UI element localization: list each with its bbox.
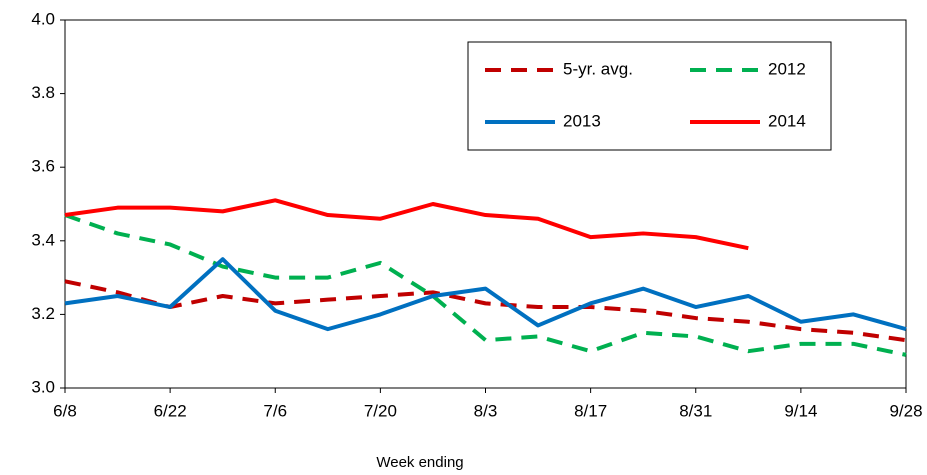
x-tick-label: 7/6 xyxy=(263,401,287,420)
y-tick-label: 3.0 xyxy=(31,377,55,396)
x-tick-label: 8/17 xyxy=(574,401,607,420)
series-line xyxy=(64,213,907,357)
series-line xyxy=(64,257,907,332)
x-tick-label: 9/14 xyxy=(784,401,817,420)
x-tick-label: 9/28 xyxy=(889,401,922,420)
y-tick-label: 3.2 xyxy=(31,304,55,323)
legend-label: 2013 xyxy=(563,111,601,130)
x-tick-label: 6/22 xyxy=(154,401,187,420)
series-line xyxy=(64,279,907,343)
x-axis-label: Week ending xyxy=(376,454,463,471)
y-tick-label: 3.6 xyxy=(31,157,55,176)
legend-label: 2012 xyxy=(768,59,806,78)
x-tick-label: 8/3 xyxy=(474,401,498,420)
x-tick-label: 8/31 xyxy=(679,401,712,420)
legend-box xyxy=(467,41,832,151)
y-tick-label: 4.0 xyxy=(31,9,55,28)
series-line xyxy=(64,198,749,251)
x-tick-label: 6/8 xyxy=(53,401,77,420)
legend-label: 2014 xyxy=(768,111,806,130)
y-tick-label: 3.8 xyxy=(31,83,55,102)
y-tick-label: 3.4 xyxy=(31,230,55,249)
legend-label: 5-yr. avg. xyxy=(563,59,633,78)
x-tick-label: 7/20 xyxy=(364,401,397,420)
